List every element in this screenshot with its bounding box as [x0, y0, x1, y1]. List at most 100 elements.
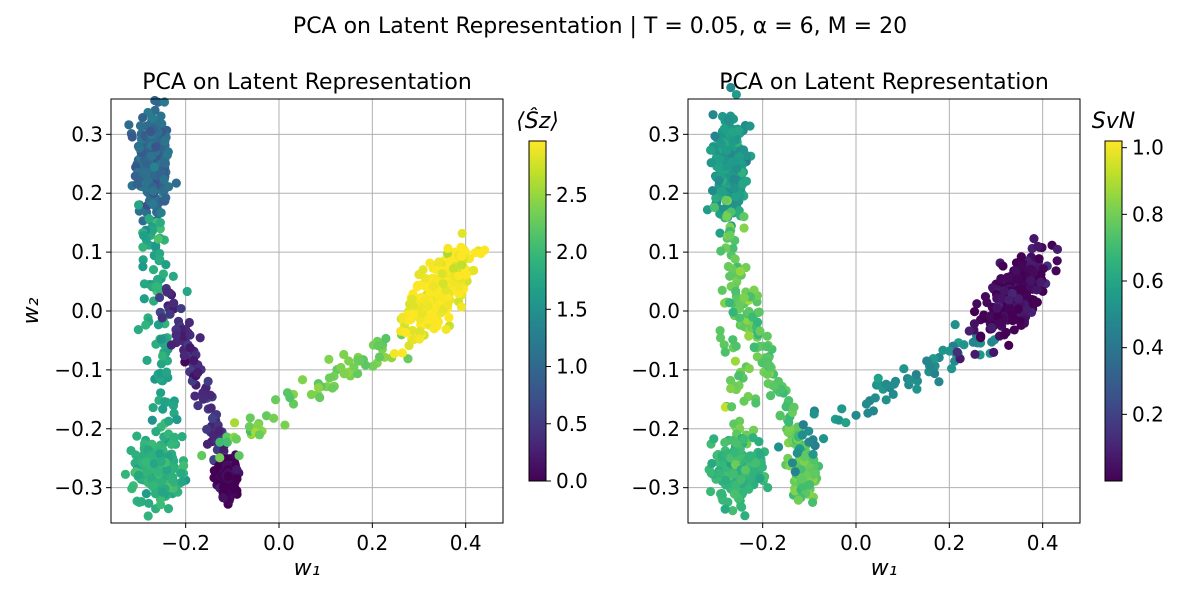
right-y-tick-label: 0.1 — [648, 240, 680, 264]
left-scatter-point — [231, 434, 241, 444]
right-scatter-point — [729, 489, 740, 499]
left-scatter-point — [144, 214, 154, 224]
left-scatter-point — [155, 254, 165, 265]
right-scatter-point — [744, 331, 754, 341]
left-scatter-point — [270, 395, 281, 405]
right-scatter-point — [950, 319, 960, 330]
right-scatter-point — [1007, 309, 1017, 320]
right-scatter-point — [721, 195, 731, 206]
left-panel-title: PCA on Latent Representation — [142, 70, 472, 95]
left-y-tick-label: −0.2 — [54, 417, 103, 441]
left-scatter-point — [207, 413, 218, 424]
left-scatter-point — [169, 298, 179, 308]
right-colorbar-tick-label: 0.4 — [1132, 336, 1164, 360]
left-scatter-point — [148, 199, 158, 209]
left-scatter-point — [171, 330, 181, 340]
left-scatter-point — [195, 333, 205, 343]
right-scatter-point — [775, 411, 785, 421]
figure-suptitle: PCA on Latent Representation | T = 0.05,… — [293, 14, 907, 39]
left-scatter-point — [444, 312, 454, 323]
right-scatter-point — [964, 326, 974, 336]
right-scatter-point — [989, 347, 999, 357]
right-scatter-point — [709, 434, 719, 444]
right-scatter-point — [751, 458, 761, 468]
right-scatter-point — [837, 404, 847, 414]
left-y-axis-label: w₂ — [19, 297, 44, 324]
right-scatter-point — [722, 211, 732, 222]
left-scatter-point — [146, 151, 156, 161]
left-scatter-point — [219, 446, 229, 456]
left-y-tick-label: 0.1 — [71, 240, 103, 264]
left-scatter-point — [148, 265, 159, 275]
left-colorbar-tick-label: 1.5 — [556, 297, 588, 321]
right-scatter-point — [841, 417, 851, 428]
left-scatter-point — [425, 314, 435, 324]
left-scatter-point — [443, 243, 453, 253]
right-scatter-point — [702, 205, 713, 215]
left-scatter-point — [437, 269, 447, 279]
right-scatter-point — [1036, 277, 1046, 287]
left-scatter-point — [133, 325, 143, 335]
left-scatter-point — [415, 326, 425, 337]
right-scatter-point — [728, 469, 739, 479]
left-scatter-point — [313, 383, 324, 393]
right-scatter-point — [1017, 285, 1027, 295]
right-scatter-point — [755, 449, 765, 459]
left-scatter-point — [127, 132, 137, 142]
right-scatter-point — [739, 396, 749, 406]
right-scatter-point — [1016, 252, 1026, 262]
left-scatter-point — [179, 461, 189, 471]
right-scatter-point — [729, 174, 739, 185]
right-scatter-point — [728, 136, 738, 146]
left-scatter-point — [160, 157, 170, 168]
right-scatter-point — [706, 145, 716, 155]
right-scatter-point — [720, 437, 730, 448]
right-scatter-point — [863, 408, 873, 418]
right-scatter-point — [798, 481, 808, 491]
right-scatter-point — [992, 303, 1002, 313]
left-scatter-point — [141, 457, 151, 467]
left-scatter-point — [151, 426, 161, 437]
left-scatter-point — [148, 114, 158, 124]
left-scatter-point — [461, 270, 471, 280]
right-scatter-point — [714, 176, 724, 186]
left-scatter-point — [168, 401, 179, 411]
right-scatter-point — [1021, 305, 1032, 315]
right-colorbar-tick-label: 0.2 — [1132, 402, 1164, 426]
left-scatter-point — [457, 228, 467, 239]
right-scatter-point — [728, 435, 738, 445]
left-y-tick-label: −0.1 — [54, 358, 103, 382]
right-scatter-point — [873, 373, 883, 383]
right-scatter-point — [972, 299, 982, 309]
right-scatter-point — [999, 330, 1009, 340]
left-scatter-point — [161, 260, 171, 270]
left-scatter-point — [120, 469, 131, 479]
left-scatter-point — [156, 208, 166, 218]
right-scatter-point — [1032, 285, 1042, 295]
left-scatter-point — [159, 97, 170, 107]
right-colorbar-tick-label: 1.0 — [1132, 136, 1164, 160]
right-scatter-point — [731, 286, 741, 296]
left-scatter-point — [158, 487, 168, 497]
right-scatter-point — [930, 368, 940, 379]
left-scatter-point — [434, 257, 444, 267]
left-scatter-point — [261, 411, 272, 421]
left-scatter-point — [438, 278, 448, 289]
right-scatter-point — [911, 369, 921, 380]
left-scatter-point — [162, 287, 172, 297]
left-scatter-point — [197, 450, 207, 461]
left-scatter-point — [414, 334, 425, 344]
left-scatter-point — [324, 354, 334, 364]
left-scatter-point — [336, 362, 346, 373]
right-scatter-point — [740, 511, 750, 521]
left-colorbar-tick-label: 0.0 — [556, 469, 588, 493]
left-scatter-point — [339, 349, 349, 360]
left-scatter-point — [138, 262, 148, 272]
left-scatter-point — [355, 356, 365, 366]
left-scatter-point — [218, 493, 228, 503]
right-panel-title: PCA on Latent Representation — [719, 70, 1049, 95]
right-colorbar-tick-label: 0.6 — [1132, 269, 1164, 293]
right-scatter-point — [1009, 325, 1019, 335]
left-scatter-point — [177, 477, 187, 487]
right-scatter-point — [793, 495, 803, 505]
